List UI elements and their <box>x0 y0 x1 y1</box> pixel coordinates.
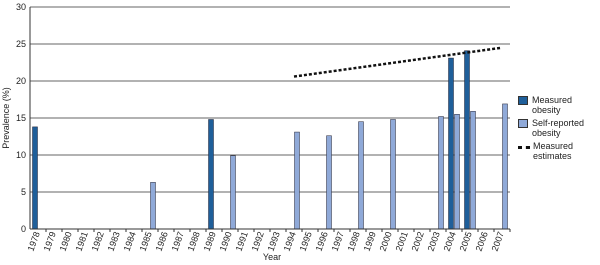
bar <box>448 57 454 230</box>
x-tick-label: 1992 <box>250 230 266 252</box>
bar <box>32 126 38 230</box>
x-tick-label: 1997 <box>330 230 346 252</box>
bar <box>150 182 156 230</box>
x-tick-label: 2001 <box>394 230 410 252</box>
bar <box>390 119 396 230</box>
x-tick-label: 2005 <box>458 230 474 252</box>
y-tick-label: 5 <box>21 187 26 197</box>
bar <box>470 111 476 230</box>
x-tick-label: 2007 <box>490 230 506 252</box>
bar <box>230 155 236 230</box>
x-tick-label: 1986 <box>154 230 170 252</box>
x-tick-label: 1991 <box>234 230 250 252</box>
x-tick-label: 1999 <box>362 230 378 252</box>
bar <box>358 121 364 230</box>
y-tick-label: 25 <box>16 39 26 49</box>
x-tick-label: 1978 <box>26 230 42 252</box>
bar <box>438 116 444 230</box>
legend-item: Measured obesity <box>518 95 598 115</box>
legend-item: Self-reported obesity <box>518 118 598 138</box>
bar <box>326 135 332 230</box>
x-tick-label: 2006 <box>474 230 490 252</box>
x-tick-label: 1981 <box>74 230 90 252</box>
legend-label: Measured obesity <box>532 95 573 115</box>
trend-line <box>293 46 503 78</box>
x-tick-label: 2003 <box>426 230 442 252</box>
legend-label: Self-reported obesity <box>532 118 585 138</box>
y-tick-label: 30 <box>16 2 26 12</box>
x-axis-title: Year <box>263 252 281 262</box>
x-tick-label: 1985 <box>138 230 154 252</box>
x-tick-label: 1984 <box>122 230 138 252</box>
x-tick-label: 2002 <box>410 230 426 252</box>
bar <box>208 119 214 230</box>
x-tick-label: 1996 <box>314 230 330 252</box>
y-tick-label: 15 <box>16 113 26 123</box>
legend-swatch <box>518 96 528 105</box>
x-tick-label: 1988 <box>186 230 202 252</box>
bar <box>454 114 460 230</box>
x-tick-label: 1989 <box>202 230 218 252</box>
legend-swatch <box>518 146 530 149</box>
x-tick-label: 2004 <box>442 230 458 252</box>
x-tick-label: 1987 <box>170 230 186 252</box>
x-tick-label: 1980 <box>58 230 74 252</box>
x-tick-label: 1979 <box>42 230 58 252</box>
bar <box>502 103 508 230</box>
x-tick-label: 1995 <box>298 230 314 252</box>
legend-swatch <box>518 119 528 128</box>
legend-item: Measured estimates <box>518 141 598 161</box>
y-tick-label: 10 <box>16 150 26 160</box>
x-tick-label: 1983 <box>106 230 122 252</box>
x-tick-label: 1994 <box>282 230 298 252</box>
bar <box>294 131 300 230</box>
x-tick-label: 1990 <box>218 230 234 252</box>
x-tick-label: 2000 <box>378 230 394 252</box>
legend-label: Measured estimates <box>533 141 574 161</box>
x-tick-label: 1993 <box>266 230 282 252</box>
y-tick-label: 0 <box>21 224 26 234</box>
y-tick-label: 20 <box>16 76 26 86</box>
bar <box>464 50 470 230</box>
legend: Measured obesity Self-reported obesity Mea… <box>518 95 598 164</box>
x-tick-label: 1998 <box>346 230 362 252</box>
y-axis-title: Prevalence (%) <box>1 87 11 149</box>
x-tick-label: 1982 <box>90 230 106 252</box>
